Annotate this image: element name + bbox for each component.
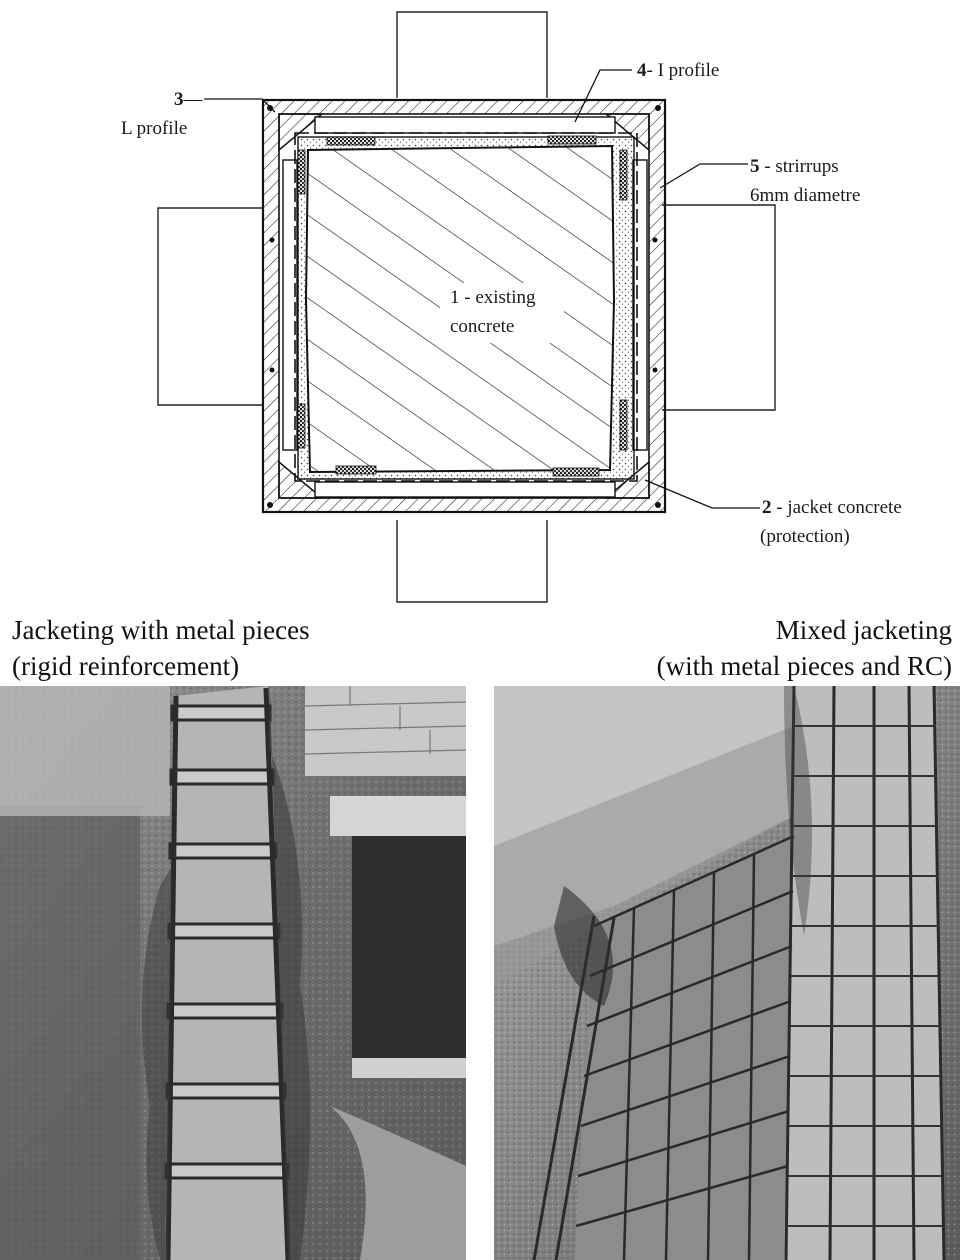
photo-mixed-jacketing xyxy=(494,686,960,1260)
label-i-profile-number: 4 xyxy=(637,60,647,81)
leader-lines xyxy=(204,69,760,509)
label-existing-line1: - existing xyxy=(459,287,536,308)
label-existing-concrete: 1 - existing xyxy=(450,283,536,312)
label-strirrups-line1: - strirrups xyxy=(759,156,839,177)
photo-mixed-jacketing-drawing xyxy=(494,686,960,1260)
stirrups xyxy=(294,132,638,482)
photo-metal-jacketing-drawing xyxy=(0,686,466,1260)
caption-right-line1: Mixed jacketing xyxy=(775,615,952,645)
label-jacket-number: 2 xyxy=(762,497,772,518)
label-existing-number: 1 xyxy=(450,287,460,308)
caption-left-line1: Jacketing with metal pieces xyxy=(12,615,310,645)
label-strirrups: 5 - strirrups xyxy=(750,152,839,181)
column-section-diagram xyxy=(157,11,776,603)
dimension-lines xyxy=(157,11,776,603)
caption-left-line2: (rigid reinforcement) xyxy=(12,651,240,681)
label-l-profile-dash: — xyxy=(183,89,203,110)
label-jacket-line2: (protection) xyxy=(760,526,850,547)
label-strirrups-number: 5 xyxy=(750,156,760,177)
l-profile-corners xyxy=(278,113,650,499)
label-l-profile: 3— xyxy=(174,85,203,114)
label-existing-line2: concrete xyxy=(450,316,515,337)
label-l-profile-text: L profile xyxy=(121,118,188,139)
weld-marks xyxy=(297,135,628,477)
label-l-profile-number: 3 xyxy=(174,89,184,110)
caption-right-line2: (with metal pieces and RC) xyxy=(656,651,952,681)
i-profile-plates xyxy=(282,116,648,498)
rebar-dots xyxy=(267,105,661,508)
label-i-profile: 4- I profile xyxy=(637,56,719,85)
label-strirrups-line2: 6mm diametre xyxy=(750,185,861,206)
label-i-profile-text: - I profile xyxy=(646,60,720,81)
label-jacket-concrete: 2 - jacket concrete xyxy=(762,493,902,522)
label-jacket-line1: - jacket concrete xyxy=(771,497,902,518)
photo-metal-jacketing xyxy=(0,686,466,1260)
existing-concrete-core xyxy=(304,144,616,474)
